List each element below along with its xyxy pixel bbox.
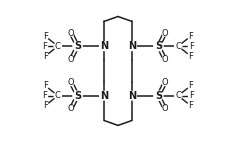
Circle shape bbox=[175, 43, 182, 50]
Text: F: F bbox=[188, 101, 193, 110]
Text: F: F bbox=[43, 101, 48, 110]
Text: F: F bbox=[188, 81, 193, 90]
Circle shape bbox=[42, 43, 47, 49]
Circle shape bbox=[188, 103, 194, 109]
Text: O: O bbox=[162, 55, 168, 64]
Text: C: C bbox=[55, 91, 61, 100]
Text: F: F bbox=[188, 52, 193, 61]
Circle shape bbox=[162, 30, 168, 36]
Circle shape bbox=[162, 106, 168, 112]
Text: O: O bbox=[162, 78, 168, 87]
Circle shape bbox=[54, 92, 61, 99]
Circle shape bbox=[154, 42, 163, 51]
Circle shape bbox=[188, 83, 194, 89]
Circle shape bbox=[42, 103, 48, 109]
Text: S: S bbox=[74, 91, 81, 101]
Circle shape bbox=[162, 56, 168, 62]
Circle shape bbox=[54, 43, 61, 50]
Text: F: F bbox=[43, 32, 48, 41]
Text: O: O bbox=[162, 104, 168, 113]
Circle shape bbox=[42, 83, 48, 89]
Circle shape bbox=[188, 53, 194, 59]
Circle shape bbox=[68, 56, 74, 62]
Circle shape bbox=[42, 53, 48, 59]
Text: O: O bbox=[68, 104, 74, 113]
Circle shape bbox=[68, 106, 74, 112]
Circle shape bbox=[68, 80, 74, 85]
Circle shape bbox=[100, 91, 108, 100]
Text: F: F bbox=[42, 42, 47, 51]
Text: C: C bbox=[175, 42, 181, 51]
Text: N: N bbox=[100, 41, 108, 51]
Text: F: F bbox=[188, 32, 193, 41]
Circle shape bbox=[188, 33, 194, 39]
Text: S: S bbox=[74, 41, 81, 51]
Circle shape bbox=[175, 92, 182, 99]
Text: O: O bbox=[162, 29, 168, 37]
Circle shape bbox=[42, 93, 47, 99]
Text: F: F bbox=[189, 42, 194, 51]
Circle shape bbox=[68, 30, 74, 36]
Circle shape bbox=[189, 43, 194, 49]
Text: C: C bbox=[55, 42, 61, 51]
Circle shape bbox=[162, 80, 168, 85]
Circle shape bbox=[73, 91, 82, 100]
Text: F: F bbox=[43, 81, 48, 90]
Text: N: N bbox=[100, 91, 108, 101]
Text: N: N bbox=[128, 41, 136, 51]
Text: S: S bbox=[155, 91, 162, 101]
Circle shape bbox=[154, 91, 163, 100]
Text: C: C bbox=[175, 91, 181, 100]
Text: F: F bbox=[189, 91, 194, 100]
Text: O: O bbox=[68, 55, 74, 64]
Circle shape bbox=[189, 93, 194, 99]
Text: S: S bbox=[155, 41, 162, 51]
Text: N: N bbox=[128, 91, 136, 101]
Circle shape bbox=[100, 42, 108, 50]
Text: O: O bbox=[68, 29, 74, 37]
Circle shape bbox=[128, 42, 136, 50]
Circle shape bbox=[73, 42, 82, 51]
Text: F: F bbox=[43, 52, 48, 61]
Text: O: O bbox=[68, 78, 74, 87]
Circle shape bbox=[128, 91, 136, 100]
Text: F: F bbox=[42, 91, 47, 100]
Circle shape bbox=[42, 33, 48, 39]
